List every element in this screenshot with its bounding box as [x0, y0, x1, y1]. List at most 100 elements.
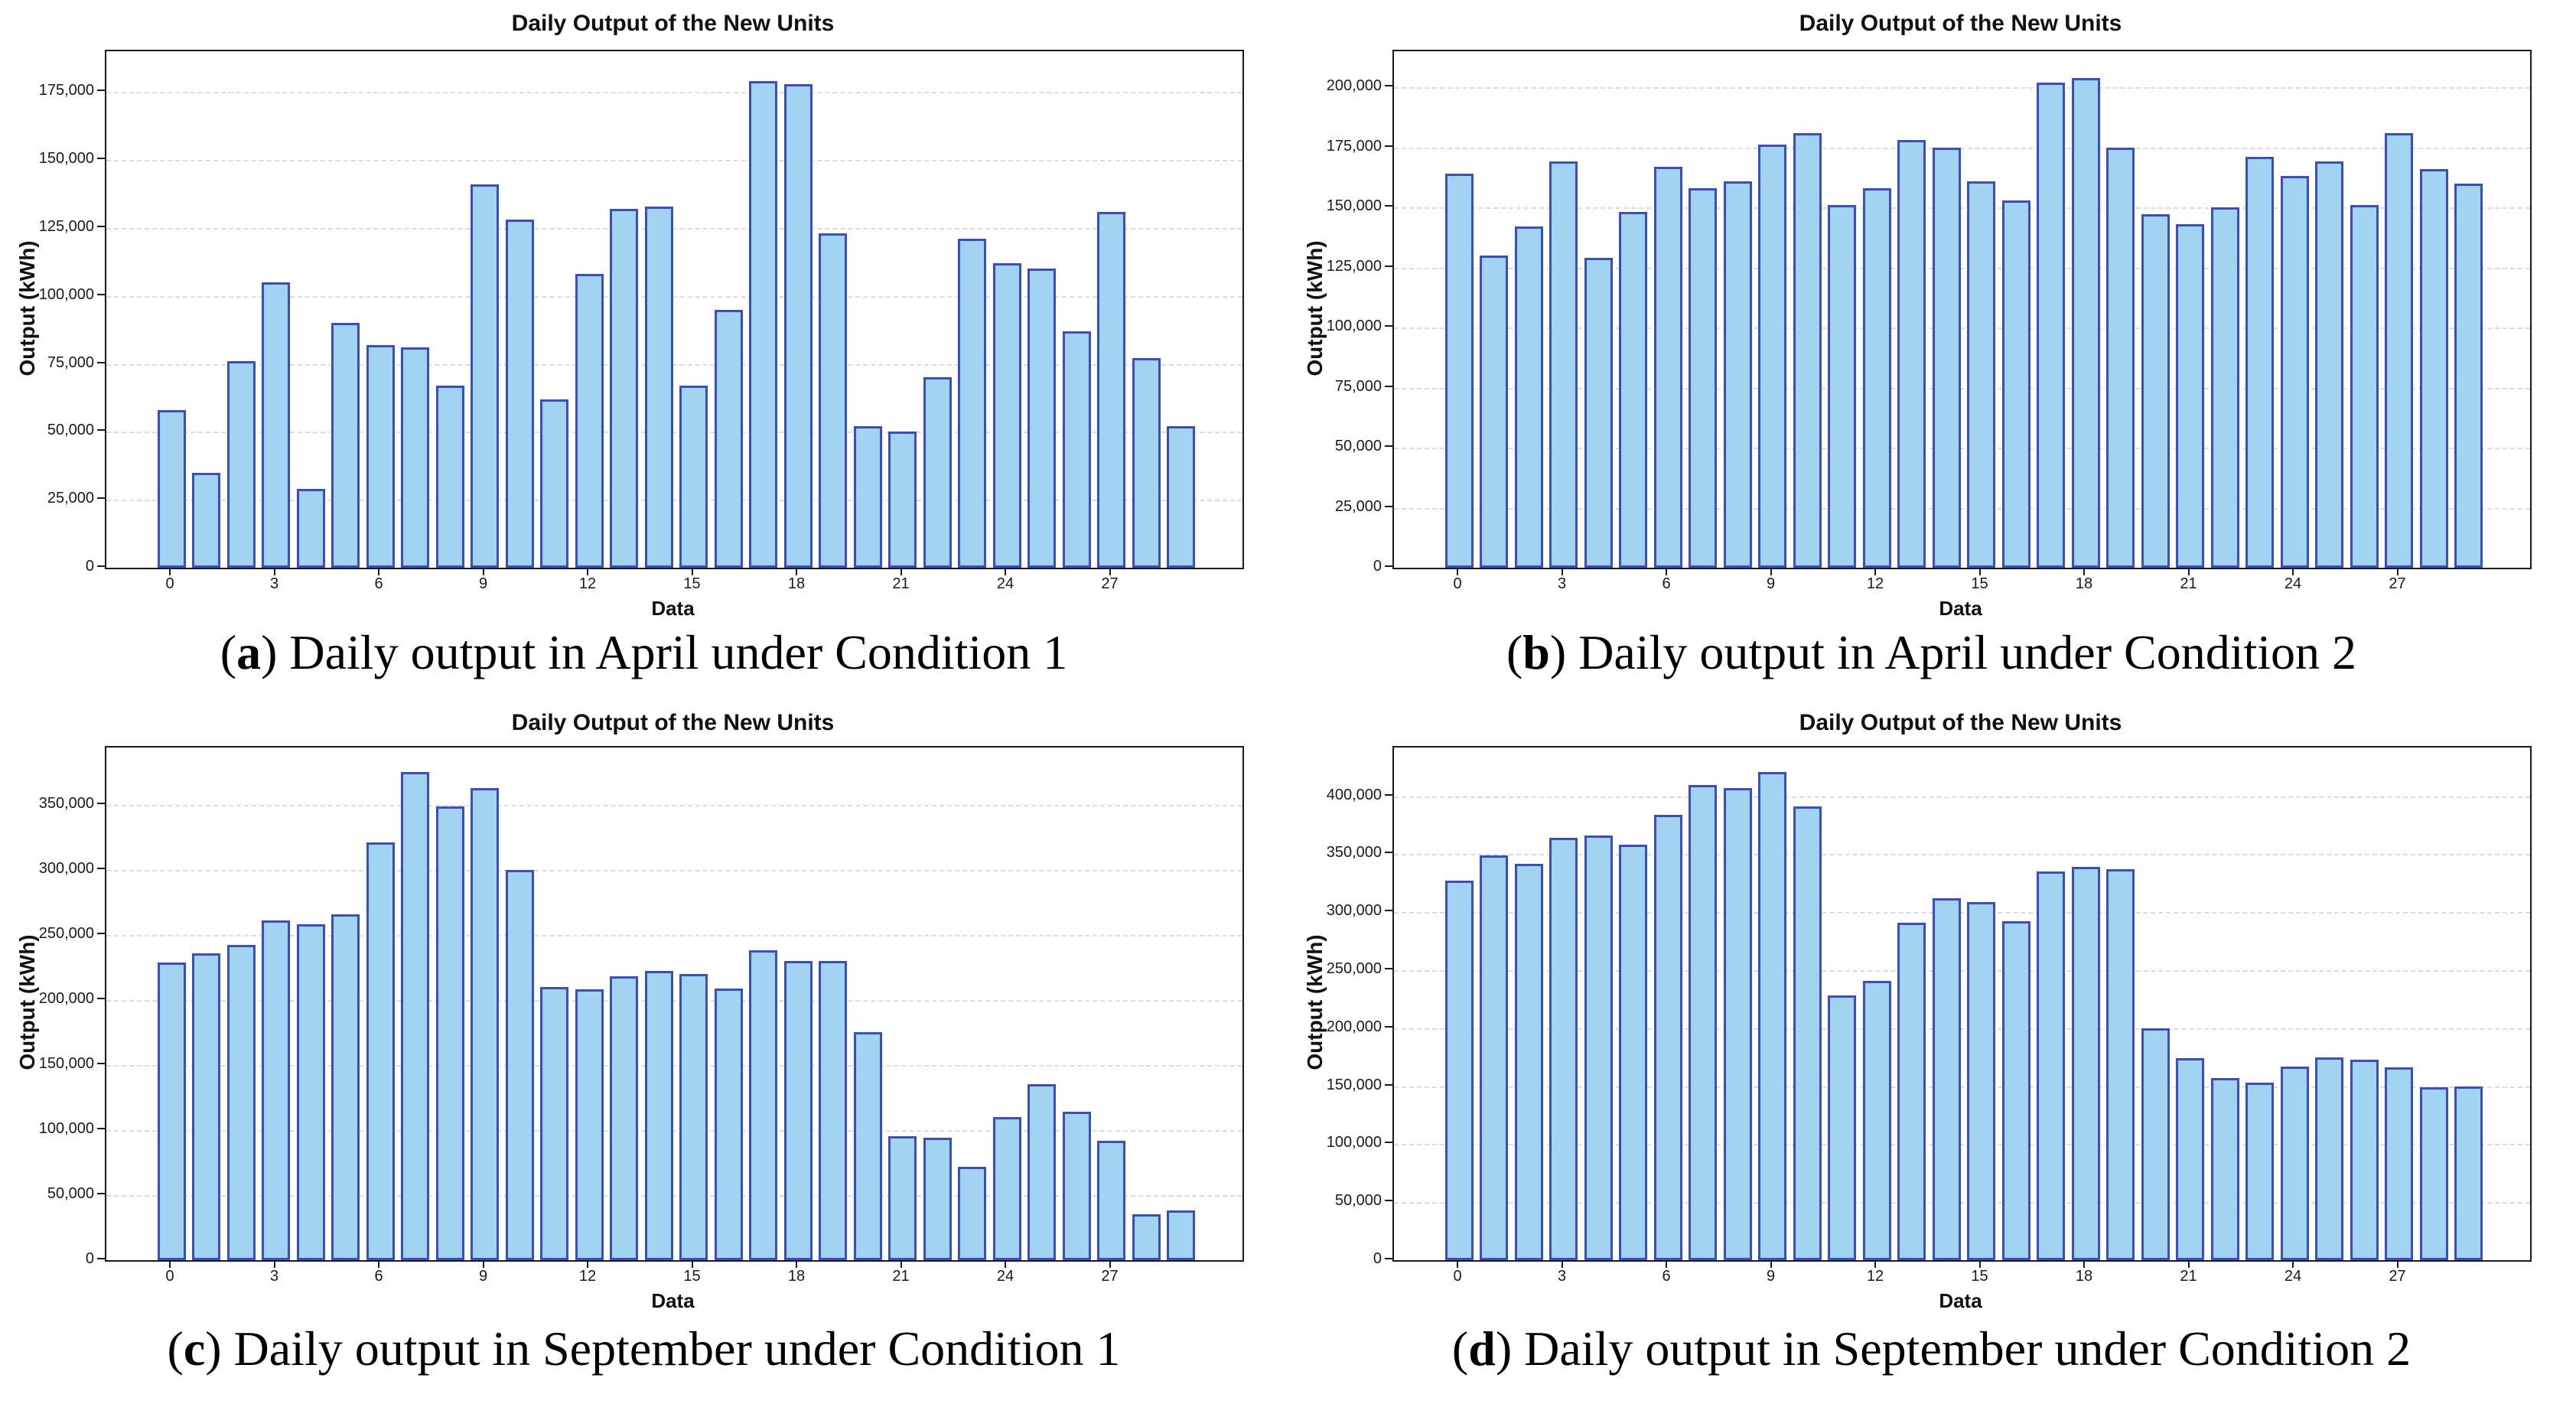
x-tick-label: 6: [374, 1268, 383, 1285]
bar: [296, 924, 325, 1260]
bar: [575, 989, 604, 1260]
caption-c: (c) Daily output in September under Cond…: [0, 1321, 1288, 1377]
y-tick-label: 150,000: [1326, 1076, 1382, 1093]
bar: [644, 971, 673, 1260]
gridline: [106, 1129, 1242, 1132]
y-tick-mark: [1385, 385, 1392, 387]
y-axis-label: Output (kWh): [1303, 239, 1327, 376]
x-tick-label: 15: [1971, 575, 1988, 592]
y-tick-mark: [97, 429, 105, 432]
x-tick-mark: [796, 568, 797, 575]
x-tick-mark: [169, 1260, 171, 1268]
x-tick-mark: [2083, 568, 2085, 575]
bar: [540, 399, 568, 568]
x-tick-mark: [1666, 1260, 1667, 1268]
x-tick-label: 24: [996, 575, 1014, 592]
bar: [853, 1032, 882, 1260]
gridline: [106, 804, 1242, 806]
bar: [2037, 82, 2065, 568]
x-tick-label: 6: [1662, 575, 1671, 592]
bar: [1862, 187, 1891, 568]
y-tick-mark: [1385, 145, 1392, 147]
x-tick-mark: [273, 568, 275, 575]
bar: [1793, 132, 1822, 568]
y-tick-label: 250,000: [1326, 960, 1382, 978]
bar: [331, 323, 360, 568]
bar: [679, 385, 708, 568]
caption-letter: d: [1468, 1321, 1496, 1376]
gridline: [1394, 1086, 2530, 1088]
bar: [1862, 980, 1891, 1260]
bar: [1932, 898, 1961, 1260]
gridline: [1394, 1202, 2530, 1204]
bar: [888, 432, 917, 568]
bar: [2385, 132, 2413, 568]
y-axis-label: Output (kWh): [1303, 934, 1327, 1070]
caption-paren-close: ): [1549, 625, 1567, 679]
x-tick-label: 3: [269, 575, 279, 592]
y-tick-label: 150,000: [38, 1054, 94, 1072]
bar: [1723, 181, 1752, 568]
bar: [1584, 836, 1613, 1260]
bar: [505, 220, 534, 568]
x-tick-mark: [378, 568, 379, 575]
y-tick-mark: [1385, 325, 1392, 327]
bar: [1828, 204, 1856, 568]
y-tick-mark: [1385, 968, 1392, 970]
y-tick-label: 50,000: [1334, 1192, 1382, 1210]
x-tick-mark: [900, 568, 902, 575]
gridline: [106, 160, 1242, 162]
bar: [1027, 269, 1056, 568]
y-tick-label: 100,000: [38, 1119, 94, 1137]
x-tick-label: 9: [478, 575, 488, 592]
gridline: [106, 227, 1242, 230]
bar: [1480, 255, 1508, 568]
y-tick-mark: [97, 1258, 105, 1259]
x-tick-label: 12: [1866, 1268, 1884, 1285]
bar: [2315, 161, 2343, 568]
bar: [2280, 1066, 2309, 1260]
x-tick-mark: [691, 568, 693, 575]
bar: [1132, 1214, 1161, 1260]
x-tick-label: 27: [2389, 575, 2406, 592]
bar: [819, 233, 847, 568]
x-axis-label: Data: [1939, 597, 1982, 620]
chart-title: Daily Output of the New Units: [511, 710, 835, 735]
bar: [2141, 214, 2170, 568]
chart-title: Daily Output of the New Units: [511, 11, 835, 36]
y-tick-label: 400,000: [1326, 786, 1382, 803]
bar: [783, 960, 813, 1260]
x-tick-mark: [482, 1260, 484, 1268]
caption-paren-open: (: [1506, 625, 1523, 679]
bar: [992, 1116, 1021, 1260]
x-tick-mark: [169, 568, 171, 575]
y-tick-mark: [1385, 1025, 1392, 1028]
x-tick-mark: [2292, 1260, 2294, 1268]
chart-d: Daily Output of the New Units 0 50,000 100,…: [1288, 702, 2575, 1404]
x-tick-mark: [1978, 568, 1981, 575]
y-tick-label: 75,000: [1334, 377, 1382, 395]
bar: [1793, 806, 1822, 1260]
bar: [226, 361, 256, 568]
x-tick-label: 0: [165, 1268, 174, 1285]
x-tick-label: 12: [578, 1268, 597, 1285]
y-tick-mark: [1385, 852, 1392, 854]
caption-text: Daily output in September under Conditio…: [1524, 1321, 2412, 1376]
bar: [435, 385, 464, 568]
bar: [1689, 187, 1717, 568]
bar: [958, 239, 986, 568]
x-tick-mark: [587, 568, 588, 575]
bar: [992, 263, 1021, 568]
bar: [2245, 1083, 2274, 1260]
chart-b: Daily Output of the New Units 0 25,000 50,0…: [1288, 0, 2575, 702]
y-tick-label: 250,000: [38, 924, 94, 942]
y-tick-mark: [97, 361, 105, 363]
y-tick-mark: [97, 225, 105, 227]
bar: [2176, 224, 2204, 568]
x-tick-label: 15: [683, 575, 701, 592]
caption-text: Daily output in September under Conditio…: [233, 1321, 1121, 1376]
x-tick-label: 21: [892, 575, 910, 592]
bar: [401, 347, 429, 568]
bar: [1653, 814, 1682, 1260]
y-tick-mark: [97, 1192, 105, 1194]
